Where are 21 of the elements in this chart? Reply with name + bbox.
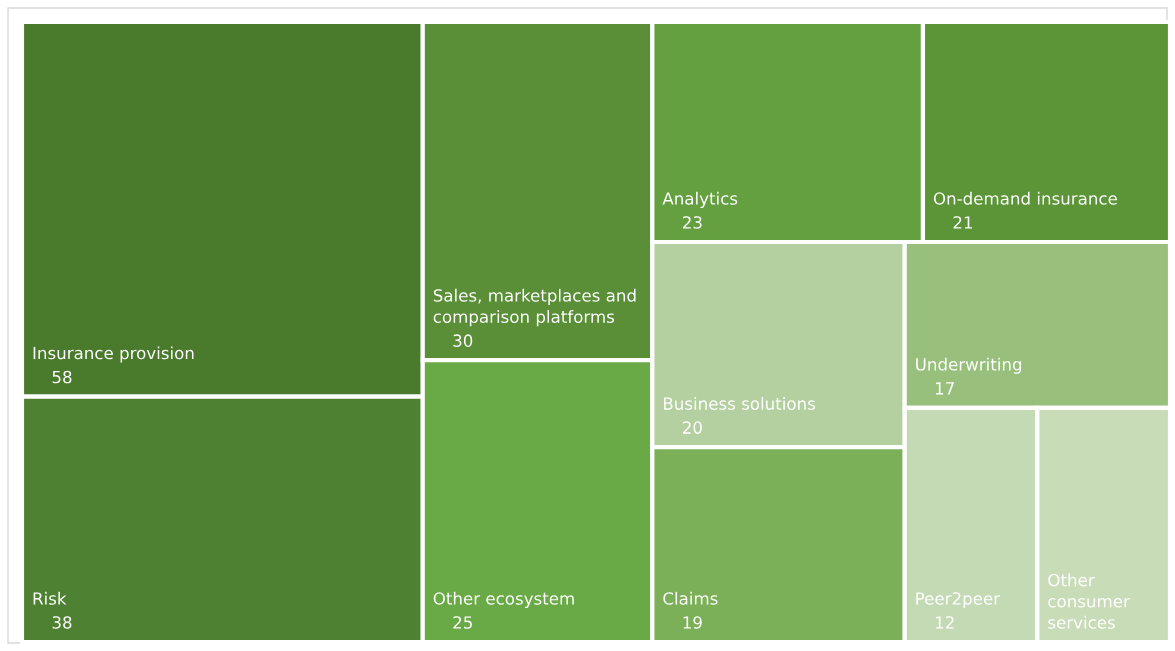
category-label: Underwriting (916, 357, 1022, 374)
category-label: Risk (33, 591, 67, 605)
category-label: Claims (663, 591, 718, 605)
category-label: Sales, marketplaces and comparison platforms (433, 288, 636, 327)
category-label: Insurance provision (33, 346, 194, 363)
data-label: 23 (682, 216, 702, 229)
data-label: 21 (953, 216, 973, 229)
data-label: 58 (52, 370, 72, 384)
category-label: Other ecosystem (433, 591, 574, 608)
category-label: Peer2peer (916, 592, 1001, 608)
data-label: 30 (453, 334, 473, 347)
data-label: 19 (683, 616, 702, 629)
category-label: Other consumer services (1048, 573, 1130, 629)
data-label: 38 (52, 616, 72, 629)
data-label: 20 (682, 421, 702, 434)
data-label: 25 (453, 616, 472, 629)
category-label: Analytics (662, 191, 738, 208)
category-label: Business solutions (663, 397, 816, 410)
data-label: 12 (935, 616, 954, 629)
data-label: 17 (935, 382, 954, 395)
category-label: On-demand insurance (933, 191, 1117, 205)
